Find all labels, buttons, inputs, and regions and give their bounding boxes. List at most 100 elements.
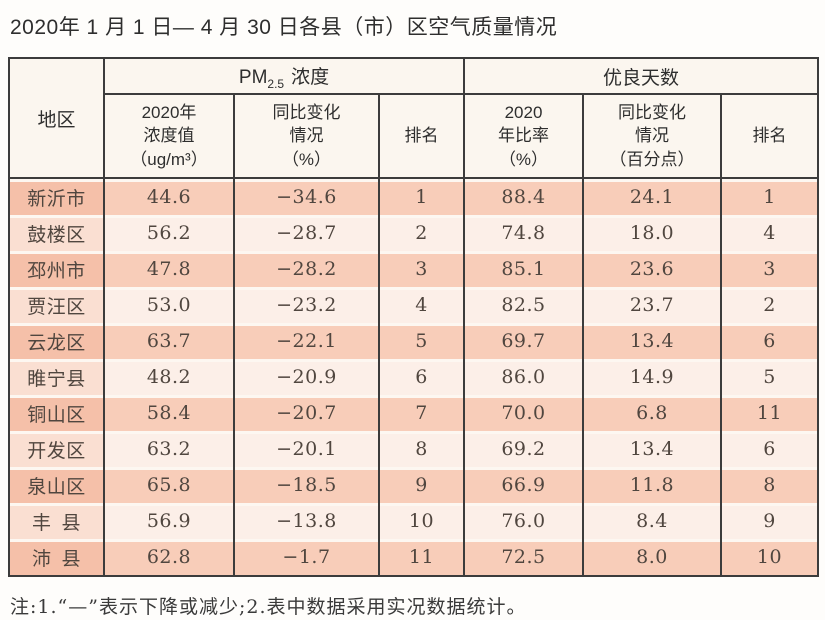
- sub-header-row: 2020年 浓度值 （ug/m³） 同比变化 情况 （%） 排名 2020 年比…: [9, 94, 819, 180]
- good-ratio-cell: 72.5: [463, 539, 583, 577]
- pm-change-cell: −1.7: [233, 539, 379, 577]
- table-row: 睢宁县 48.2 −20.9 6 86.0 14.9 5: [8, 359, 819, 396]
- good-ratio-cell: 69.2: [463, 431, 583, 468]
- region-cell: 新沂市: [8, 178, 104, 216]
- pm-change-cell: −13.8: [233, 503, 379, 540]
- pm-change-cell: −20.7: [233, 395, 379, 432]
- pm-rank-cell: 2: [378, 215, 464, 252]
- column-group-good-days: 优良天数: [462, 58, 819, 96]
- pm-change-cell: −28.7: [233, 215, 379, 252]
- region-cell: 睢宁县: [8, 359, 104, 396]
- column-header-pm-value: 2020年 浓度值 （ug/m³）: [103, 94, 234, 180]
- good-rank-cell: 8: [719, 467, 819, 504]
- good-rank-cell: 1: [719, 178, 819, 216]
- table-row: 沛 县 62.8 −1.7 11 72.5 8.0 10: [8, 539, 819, 577]
- good-ratio-cell: 70.0: [463, 395, 583, 432]
- good-ratio-cell: 82.5: [463, 287, 583, 324]
- good-ratio-cell: 74.8: [463, 215, 583, 252]
- pm-change-cell: −22.1: [233, 323, 379, 360]
- good-rank-cell: 10: [719, 539, 819, 577]
- pm-group-suffix: 浓度: [291, 66, 330, 88]
- pm-group-prefix: PM: [238, 66, 268, 88]
- pm-value-cell: 56.9: [103, 503, 234, 540]
- good-rank-cell: 6: [719, 323, 819, 360]
- pm-change-cell: −20.9: [233, 359, 379, 396]
- pm-value-cell: 63.7: [103, 323, 234, 360]
- table-row: 邳州市 47.8 −28.2 3 85.1 23.6 3: [8, 251, 819, 288]
- region-cell: 沛 县: [8, 539, 104, 577]
- region-cell: 开发区: [8, 431, 104, 468]
- good-change-cell: 8.4: [582, 503, 721, 540]
- group-header-row: 地区 PM2.5 浓度 优良天数: [8, 58, 819, 180]
- column-header-good-ratio: 2020 年比率 （%）: [463, 94, 583, 180]
- good-ratio-cell: 88.4: [463, 178, 583, 216]
- pm-change-cell: −28.2: [233, 251, 379, 288]
- good-rank-cell: 6: [719, 431, 819, 468]
- region-cell: 贾汪区: [8, 287, 104, 324]
- pm-rank-cell: 8: [378, 431, 464, 468]
- good-ratio-cell: 85.1: [463, 251, 583, 288]
- table-row: 新沂市 44.6 −34.6 1 88.4 24.1 1: [8, 178, 819, 216]
- good-change-cell: 23.6: [582, 251, 721, 288]
- column-header-good-change: 同比变化 情况 （百分点）: [582, 94, 721, 180]
- pm-value-cell: 47.8: [103, 251, 234, 288]
- pm-rank-cell: 7: [378, 395, 464, 432]
- good-change-cell: 13.4: [582, 323, 721, 360]
- good-change-cell: 13.4: [582, 431, 721, 468]
- good-change-cell: 23.7: [582, 287, 721, 324]
- good-rank-cell: 4: [719, 215, 819, 252]
- pm-rank-cell: 3: [378, 251, 464, 288]
- pm-value-cell: 48.2: [103, 359, 234, 396]
- pm-rank-cell: 6: [378, 359, 464, 396]
- region-cell: 铜山区: [8, 395, 104, 432]
- table-body: 新沂市 44.6 −34.6 1 88.4 24.1 1 鼓楼区 56.2 −2…: [8, 178, 819, 577]
- pm-value-cell: 62.8: [103, 539, 234, 577]
- good-ratio-cell: 69.7: [463, 323, 583, 360]
- pm-value-cell: 44.6: [103, 178, 234, 216]
- column-header-good-rank: 排名: [719, 94, 819, 180]
- pm-value-cell: 56.2: [103, 215, 234, 252]
- column-header-pm-rank: 排名: [378, 94, 464, 180]
- air-quality-table: 地区 PM2.5 浓度 优良天数 2020年 浓度值 （ug/m³） 同比变化 情…: [8, 57, 820, 578]
- page-title: 2020年 1 月 1 日— 4 月 30 日各县（市）区空气质量情况: [10, 16, 558, 39]
- table-header: 地区 PM2.5 浓度 优良天数 2020年 浓度值 （ug/m³） 同比变化 情…: [8, 58, 819, 180]
- table-row: 铜山区 58.4 −20.7 7 70.0 6.8 11: [8, 395, 819, 432]
- table-row: 丰 县 56.9 −13.8 10 76.0 8.4 9: [8, 503, 819, 540]
- table-row: 贾汪区 53.0 −23.2 4 82.5 23.7 2: [8, 287, 819, 324]
- pm-value-cell: 58.4: [103, 395, 234, 432]
- pm-rank-cell: 9: [378, 467, 464, 504]
- table-row: 云龙区 63.7 −22.1 5 69.7 13.4 6: [8, 323, 819, 360]
- pm-change-cell: −23.2: [233, 287, 379, 324]
- region-cell: 丰 县: [8, 503, 104, 540]
- column-header-region: 地区: [8, 58, 104, 180]
- pm-value-cell: 65.8: [103, 467, 234, 504]
- good-ratio-cell: 86.0: [463, 359, 583, 396]
- good-change-cell: 8.0: [582, 539, 721, 577]
- region-cell: 云龙区: [8, 323, 104, 360]
- good-change-cell: 11.8: [582, 467, 721, 504]
- pm-value-cell: 53.0: [103, 287, 234, 324]
- good-ratio-cell: 76.0: [463, 503, 583, 540]
- good-rank-cell: 11: [719, 395, 819, 432]
- pm-change-cell: −18.5: [233, 467, 379, 504]
- column-group-pm25: PM2.5 浓度: [103, 58, 464, 96]
- good-rank-cell: 5: [719, 359, 819, 396]
- good-rank-cell: 9: [719, 503, 819, 540]
- good-change-cell: 24.1: [582, 178, 721, 216]
- good-change-cell: 14.9: [582, 359, 721, 396]
- footnote: 注:1.“—”表示下降或减少;2.表中数据采用实况数据统计。: [10, 596, 527, 619]
- pm-rank-cell: 5: [378, 323, 464, 360]
- table-row: 开发区 63.2 −20.1 8 69.2 13.4 6: [8, 431, 819, 468]
- good-change-cell: 6.8: [582, 395, 721, 432]
- good-change-cell: 18.0: [582, 215, 721, 252]
- pm-rank-cell: 4: [378, 287, 464, 324]
- table-row: 泉山区 65.8 −18.5 9 66.9 11.8 8: [8, 467, 819, 504]
- good-rank-cell: 3: [719, 251, 819, 288]
- good-rank-cell: 2: [719, 287, 819, 324]
- pm-value-cell: 63.2: [103, 431, 234, 468]
- region-cell: 泉山区: [8, 467, 104, 504]
- column-header-pm-change: 同比变化 情况 （%）: [233, 94, 379, 180]
- pm-change-cell: −20.1: [233, 431, 379, 468]
- table-row: 鼓楼区 56.2 −28.7 2 74.8 18.0 4: [8, 215, 819, 252]
